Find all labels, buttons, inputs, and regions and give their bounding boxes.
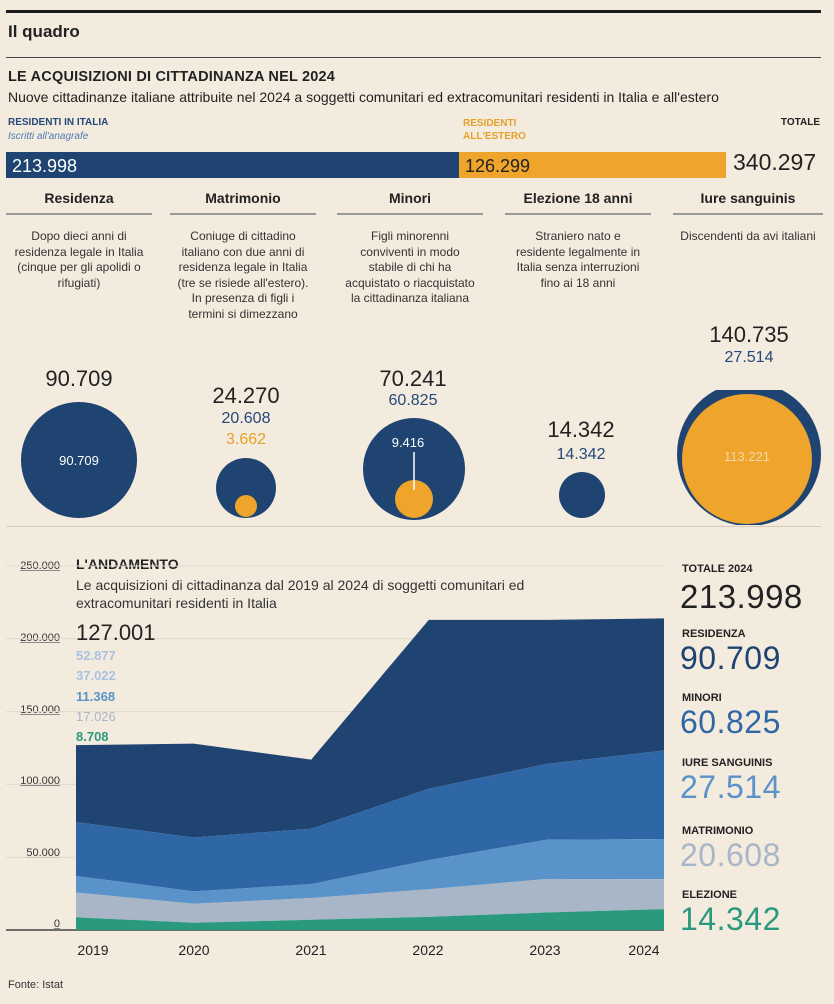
- category-minori: Minori Figli minorenni conviventi in mod…: [337, 190, 483, 307]
- residenza-bubble: [21, 402, 137, 518]
- xtick-2020: 2020: [178, 942, 210, 958]
- matrimonio-total: 24.270: [212, 383, 280, 408]
- iure-italia: 27.514: [724, 349, 774, 366]
- category-elezione: Elezione 18 anni Straniero nato e reside…: [505, 190, 651, 291]
- elezione-total: 14.342: [547, 417, 615, 442]
- totale-label: TOTALE: [780, 117, 820, 128]
- section-title: Il quadro: [8, 22, 80, 41]
- xtick-2021: 2021: [295, 942, 327, 958]
- matrimonio-bubble: [216, 458, 276, 518]
- category-description: Discendenti da avi italiani: [680, 229, 816, 243]
- source-note: Fonte: Istat: [8, 979, 64, 991]
- category-bubbles: 90.709 9.416 113.221: [21, 390, 821, 525]
- top-rule: [6, 10, 821, 13]
- main-subtitle: Nuove cittadinanze italiane attribuite n…: [8, 89, 719, 105]
- residenti-italia-sublabel: Iscritti all'anagrafe: [8, 131, 89, 142]
- value-2019-matrimonio: 17.026: [76, 709, 116, 724]
- category-matrimonio: Matrimonio Coniuge di cittadino italiano…: [170, 190, 316, 322]
- side-totale-label: TOTALE 2024: [682, 563, 753, 575]
- side-elezione-label: ELEZIONE: [682, 889, 738, 901]
- value-2019-iure: 11.368: [76, 689, 116, 704]
- area-series-matrimonio: [76, 879, 664, 923]
- side-totale-value: 213.998: [680, 578, 803, 615]
- iure-total: 140.735: [709, 322, 789, 347]
- side-minori-label: MINORI: [682, 692, 722, 704]
- minori-total: 70.241: [379, 366, 447, 391]
- value-2019-elezione: 8.708: [76, 729, 109, 744]
- category-title: Residenza: [6, 190, 152, 215]
- side-iure-label: IURE SANGUINIS: [682, 757, 773, 769]
- side-matrimonio-value: 20.608: [680, 837, 781, 873]
- side-elezione-value: 14.342: [680, 901, 781, 937]
- category-iure-sanguinis: Iure sanguinis Discendenti da avi italia…: [673, 190, 823, 245]
- category-description: Figli minorenni conviventi in modo stabi…: [345, 229, 475, 305]
- xtick-2023: 2023: [529, 942, 561, 958]
- minori-estero-bubble: [395, 480, 433, 518]
- minori-italia: 60.825: [388, 392, 438, 409]
- matrimonio-italia: 20.608: [221, 410, 271, 427]
- category-title: Elezione 18 anni: [505, 190, 651, 215]
- minori-bubble-label: 9.416: [392, 435, 425, 450]
- xtick-2024: 2024: [628, 942, 660, 958]
- residenti-italia-label: RESIDENTI IN ITALIA: [8, 117, 109, 128]
- category-description: Dopo dieci anni di residenza legale in I…: [14, 229, 144, 290]
- side-residenza-label: RESIDENZA: [682, 628, 746, 640]
- bar-residenti-estero: 126.299: [459, 152, 726, 178]
- ytick-50000: 50.000: [26, 847, 60, 859]
- elezione-bubble: [559, 472, 605, 518]
- value-2019-totale: 127.001: [76, 620, 156, 645]
- iure-bubble-label: 113.221: [724, 449, 770, 464]
- category-description: Coniuge di cittadino italiano con due an…: [177, 229, 309, 321]
- header-rule: [6, 57, 821, 58]
- residenza-total: 90.709: [45, 366, 113, 391]
- side-iure-value: 27.514: [680, 769, 781, 805]
- side-residenza-value: 90.709: [680, 640, 781, 676]
- residenza-bubble-label: 90.709: [59, 453, 99, 468]
- main-title: LE ACQUISIZIONI DI CITTADINANZA NEL 2024: [8, 69, 336, 85]
- bar-totale-value: 340.297: [733, 149, 817, 175]
- area-series-iure-sanguinis: [76, 839, 664, 904]
- ytick-0: 0: [53, 918, 60, 930]
- side-matrimonio-label: MATRIMONIO: [682, 825, 754, 837]
- category-description: Straniero nato e residente legalmente in…: [515, 229, 641, 290]
- value-2019-minori: 37.022: [76, 668, 116, 683]
- value-2019-residenza: 52.877: [76, 648, 116, 663]
- andamento-subtitle: Le acquisizioni di cittadinanza dal 2019…: [76, 577, 525, 611]
- category-residenza: Residenza Dopo dieci anni di residenza l…: [6, 190, 152, 291]
- side-minori-value: 60.825: [680, 704, 781, 740]
- andamento-title: L'ANDAMENTO: [76, 556, 179, 572]
- xtick-2019: 2019: [77, 942, 109, 958]
- category-title: Matrimonio: [170, 190, 316, 215]
- xtick-2022: 2022: [412, 942, 444, 958]
- elezione-italia: 14.342: [556, 446, 606, 463]
- matrimonio-estero-bubble: [235, 495, 257, 517]
- bar-residenti-italia: 213.998: [6, 152, 459, 178]
- ytick-150000: 150.000: [20, 704, 60, 716]
- area-series-minori: [76, 750, 664, 892]
- iure-estero-bubble: [682, 394, 812, 524]
- category-title: Minori: [337, 190, 483, 215]
- area-series-residenza: [76, 618, 664, 838]
- section-divider: [6, 526, 821, 527]
- ytick-200000: 200.000: [20, 632, 60, 644]
- category-title: Iure sanguinis: [673, 190, 823, 215]
- matrimonio-estero: 3.662: [225, 431, 267, 448]
- area-series-elezione: [76, 909, 664, 930]
- residenti-estero-label: RESIDENTI ALL'ESTERO: [463, 118, 526, 142]
